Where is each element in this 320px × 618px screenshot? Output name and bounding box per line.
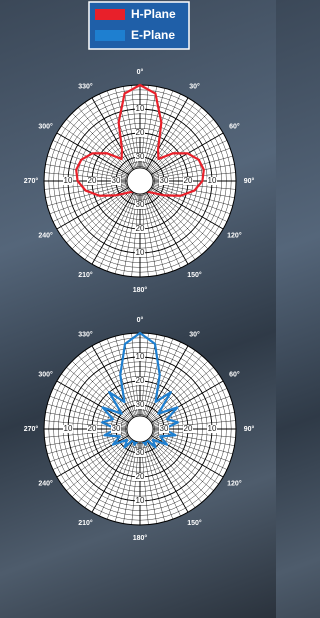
- radial-label: 30: [136, 400, 145, 409]
- angle-label: 270°: [24, 177, 39, 185]
- legend-swatch: [95, 30, 125, 41]
- angle-label: 120°: [227, 231, 242, 239]
- angle-label: 150°: [187, 271, 202, 279]
- radial-label: 30: [160, 424, 169, 433]
- radial-label: 10: [136, 104, 145, 113]
- radial-label: 20: [88, 424, 97, 433]
- angle-label: 0°: [137, 316, 144, 324]
- angle-label: 0°: [137, 68, 144, 76]
- radial-label: 20: [136, 128, 145, 137]
- radial-label: 10: [64, 424, 73, 433]
- radial-label: 30: [112, 424, 121, 433]
- angle-label: 90°: [244, 177, 255, 185]
- angle-label: 240°: [38, 231, 53, 239]
- angle-label: 180°: [133, 534, 148, 542]
- angle-label: 330°: [78, 330, 93, 338]
- angle-label: 210°: [78, 271, 93, 279]
- radial-label: 10: [208, 176, 217, 185]
- legend-label: E-Plane: [131, 28, 175, 42]
- radial-label: 20: [136, 224, 145, 233]
- angle-label: 300°: [38, 370, 53, 378]
- radial-label: 20: [88, 176, 97, 185]
- radial-label: 30: [112, 176, 121, 185]
- angle-label: 60°: [229, 122, 240, 130]
- angle-label: 300°: [38, 122, 53, 130]
- radial-label: 30: [160, 176, 169, 185]
- angle-label: 90°: [244, 425, 255, 433]
- center-hub: [127, 416, 153, 442]
- center-hub: [127, 168, 153, 194]
- angle-label: 180°: [133, 286, 148, 294]
- page: {"chart_data": [ {"type": "polar", "x": …: [0, 0, 276, 618]
- radial-label: 20: [184, 424, 193, 433]
- radial-label: 20: [136, 376, 145, 385]
- radial-label: 10: [136, 496, 145, 505]
- radial-label: 10: [208, 424, 217, 433]
- radial-label: 20: [136, 472, 145, 481]
- angle-label: 330°: [78, 82, 93, 90]
- angle-label: 30°: [189, 82, 200, 90]
- radial-label: 30: [136, 152, 145, 161]
- radial-label: 10: [136, 352, 145, 361]
- radial-label: 30: [136, 448, 145, 457]
- angle-label: 270°: [24, 425, 39, 433]
- angle-label: 240°: [38, 479, 53, 487]
- angle-label: 210°: [78, 519, 93, 527]
- legend-swatch: [95, 9, 125, 20]
- radial-label: 20: [184, 176, 193, 185]
- radial-label: 10: [136, 248, 145, 257]
- angle-label: 30°: [189, 330, 200, 338]
- radial-label: 10: [64, 176, 73, 185]
- angle-label: 60°: [229, 370, 240, 378]
- angle-label: 150°: [187, 519, 202, 527]
- chart: H-Plane E-Plane 0° 30° 60° 90° 120° 150° 180° 2…: [0, 0, 276, 618]
- angle-label: 120°: [227, 479, 242, 487]
- radial-label: 30: [136, 200, 145, 209]
- legend-label: H-Plane: [131, 7, 176, 21]
